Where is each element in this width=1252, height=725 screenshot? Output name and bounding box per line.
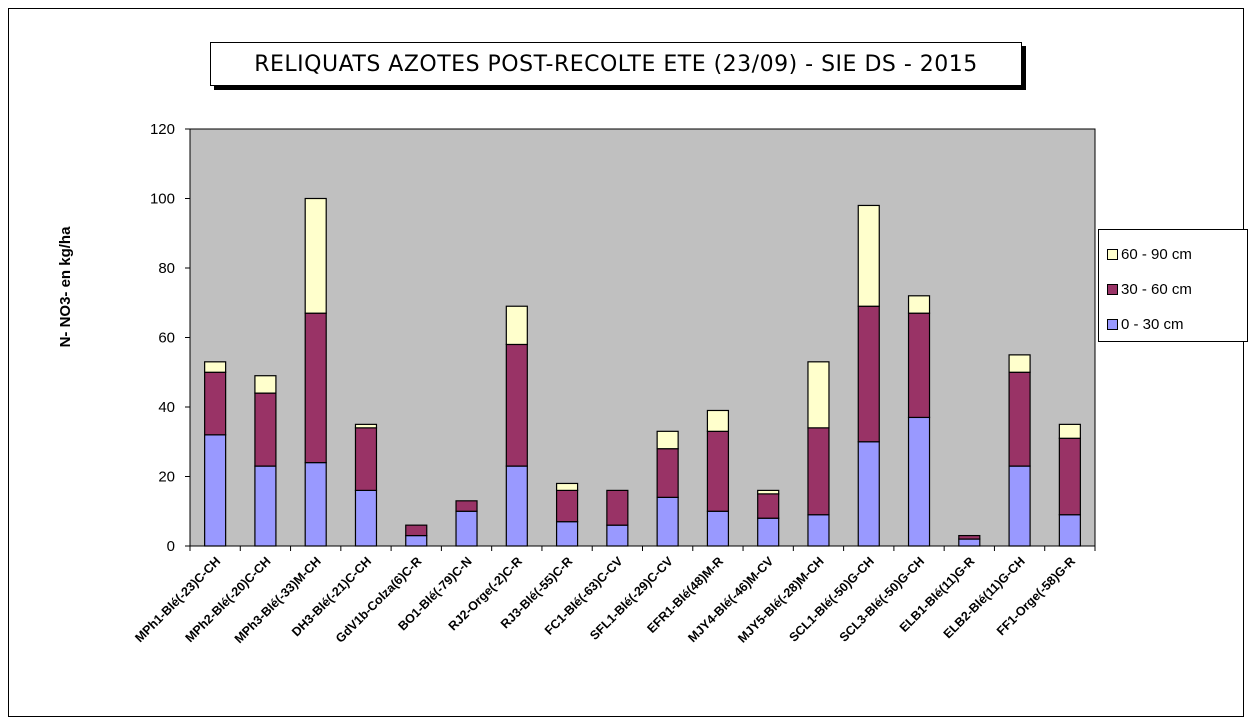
- y-axis-label: N- NO3- en kg/ha: [57, 226, 74, 348]
- bar-segment-30-60: [405, 524, 428, 537]
- plot-layer: 0 20 40 60 80 100 120 MPh1-Blé(-23)C-CHMPh2-Blé…: [132, 121, 1096, 646]
- bar-segment-0-30: [505, 465, 528, 547]
- legend-item-0-30: 0 - 30 cm: [1107, 315, 1184, 333]
- x-tick-label: SFL1-Blé(-29)C-CV: [587, 554, 676, 643]
- bar-segment-30-60: [254, 392, 277, 467]
- bar-segment-60-90: [505, 305, 528, 346]
- bar-segment-60-90: [757, 489, 780, 495]
- bar-segment-60-90: [907, 295, 931, 314]
- x-tick-label: MJY5-Blé(-28)M-CH: [735, 554, 826, 645]
- chart-title-box: RELIQUATS AZOTES POST-RECOLTE ETE (23/09…: [210, 42, 1022, 86]
- bar-segment-60-90: [1058, 423, 1081, 439]
- y-tick-label: 20: [158, 469, 175, 486]
- bar-segment-30-60: [1008, 371, 1031, 467]
- bar-segment-30-60: [907, 312, 931, 419]
- bar-segment-60-90: [304, 197, 327, 314]
- bar-segment-0-30: [1058, 514, 1081, 547]
- bar-segment-30-60: [656, 448, 679, 498]
- bar-segment-0-30: [254, 465, 277, 547]
- plot-background: [189, 128, 1096, 547]
- bar-segment-30-60: [354, 427, 378, 492]
- bar-segment-0-30: [907, 416, 931, 547]
- bar-segment-30-60: [555, 489, 579, 523]
- bar-segment-60-90: [254, 375, 277, 394]
- legend: 60 - 90 cm 30 - 60 cm 0 - 30 cm: [1098, 229, 1248, 342]
- bar-segment-60-90: [354, 423, 378, 429]
- x-tick-label: MPh3-Blé(-33)M-CH: [232, 554, 324, 646]
- bar-segment-30-60: [857, 305, 880, 443]
- bar-segment-60-90: [706, 409, 730, 432]
- bar-segment-30-60: [505, 343, 528, 467]
- legend-label-0-30: 0 - 30 cm: [1121, 315, 1184, 333]
- bar-segment-0-30: [857, 441, 880, 547]
- legend-swatch-30-60: [1107, 283, 1118, 295]
- y-tick-label: 120: [150, 121, 175, 138]
- bar-segment-60-90: [807, 361, 830, 429]
- bar-segment-30-60: [757, 493, 780, 519]
- bar-segment-0-30: [455, 510, 478, 547]
- bar-segment-0-30: [354, 489, 378, 547]
- bar-segment-60-90: [857, 204, 880, 307]
- x-tick-label: SCL1-Blé(-50)G-CH: [786, 554, 876, 644]
- legend-item-60-90: 60 - 90 cm: [1107, 245, 1192, 263]
- bar-segment-0-30: [304, 462, 327, 547]
- bar-segment-0-30: [204, 434, 227, 547]
- bar-segment-30-60: [807, 427, 830, 516]
- y-tick-label: 40: [158, 399, 175, 416]
- legend-item-30-60: 30 - 60 cm: [1107, 280, 1192, 298]
- y-tick-label: 80: [158, 260, 175, 277]
- bar-segment-0-30: [1008, 465, 1031, 547]
- bar-segment-30-60: [204, 371, 227, 436]
- legend-label-60-90: 60 - 90 cm: [1121, 245, 1192, 263]
- y-tick-label: 60: [158, 330, 175, 347]
- bar-segment-30-60: [304, 312, 327, 464]
- chart-title: RELIQUATS AZOTES POST-RECOLTE ETE (23/09…: [254, 51, 978, 77]
- bar-segment-60-90: [656, 430, 679, 450]
- legend-swatch-0-30: [1107, 318, 1118, 330]
- legend-label-30-60: 30 - 60 cm: [1121, 280, 1192, 298]
- x-tick-label: MPh1-Blé(-23)C-CH: [132, 554, 223, 645]
- y-tick-label: 100: [150, 191, 175, 208]
- x-tick-label: MJY4-Blé(-46)M-CV: [685, 554, 776, 645]
- bar-segment-30-60: [1058, 437, 1081, 516]
- bar-segment-0-30: [958, 538, 981, 547]
- bar-segment-30-60: [958, 534, 981, 540]
- bar-segment-60-90: [555, 482, 579, 492]
- x-tick-label: GdV1b-Colza(6)C-R: [333, 554, 424, 645]
- bar-segment-60-90: [204, 361, 227, 373]
- bar-segment-0-30: [555, 521, 579, 547]
- bar-segment-0-30: [807, 514, 830, 547]
- bar-segment-30-60: [606, 489, 629, 526]
- bar-segment-0-30: [656, 496, 679, 547]
- bar-segment-0-30: [757, 517, 780, 547]
- legend-swatch-60-90: [1107, 248, 1118, 260]
- bar-segment-0-30: [405, 534, 428, 547]
- bar-segment-0-30: [706, 510, 730, 547]
- bar-segment-0-30: [606, 524, 629, 547]
- bar-segment-30-60: [455, 500, 478, 512]
- y-tick-label: 0: [167, 538, 175, 555]
- x-tick-label: MPh2-Blé(-20)C-CH: [183, 554, 274, 645]
- bar-segment-60-90: [1008, 354, 1031, 373]
- bar-segment-30-60: [706, 430, 730, 512]
- x-tick-label: SCL3-Blé(-50)G-CH: [837, 554, 927, 644]
